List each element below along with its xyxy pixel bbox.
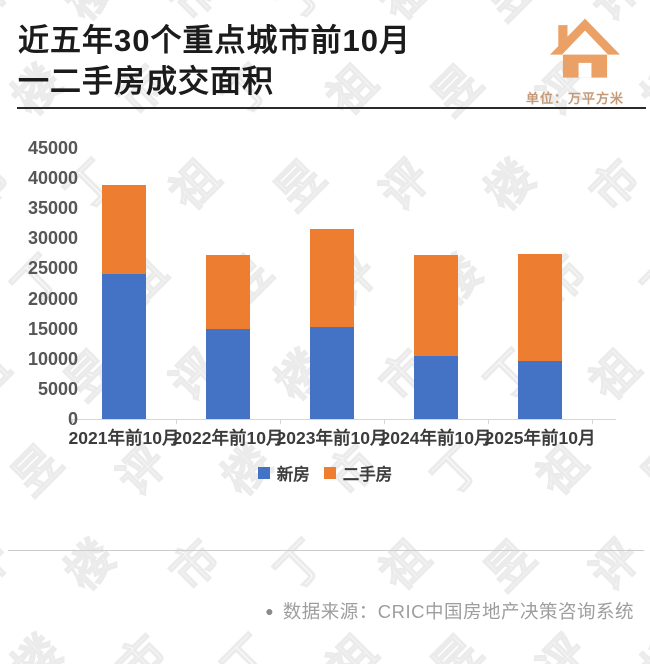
source-line: ● 数据来源：CRIC中国房地产决策咨询系统 — [265, 599, 634, 623]
bar-segment-二手房 — [310, 228, 354, 328]
bar-segment-新房 — [102, 274, 146, 419]
bullet-icon: ● — [265, 603, 274, 619]
bar-segment-二手房 — [206, 255, 250, 329]
x-axis-category-label: 2025年前10月 — [484, 428, 596, 448]
legend-swatch-icon — [257, 467, 270, 479]
x-axis-category-label: 2024年前10月 — [380, 428, 492, 448]
x-axis-tick — [384, 420, 385, 424]
legend-item-二手房: 二手房 — [323, 461, 393, 485]
bar-segment-二手房 — [102, 184, 146, 275]
source-text: 数据来源：CRIC中国房地产决策咨询系统 — [282, 601, 634, 622]
x-axis-category-label: 2021年前10月 — [68, 428, 180, 448]
house-icon — [550, 18, 620, 78]
y-axis-tick-label: 45000 — [27, 138, 78, 158]
x-axis-category-label: 2022年前10月 — [172, 428, 284, 448]
legend-item-新房: 新房 — [257, 461, 310, 485]
header-divider — [17, 107, 646, 109]
bar-segment-新房 — [206, 328, 250, 419]
legend-swatch-icon — [323, 467, 336, 479]
unit-label: 单位：万平方米 — [525, 91, 624, 106]
footer-divider — [8, 550, 644, 551]
y-axis-tick-label: 0 — [67, 409, 78, 429]
x-axis-tick — [488, 420, 489, 424]
chart-title-line1: 近五年30个重点城市前10月 — [18, 23, 411, 58]
y-axis-tick-label: 20000 — [27, 288, 78, 309]
x-axis-tick — [72, 420, 73, 424]
y-axis-tick-label: 40000 — [27, 168, 78, 189]
bar-segment-新房 — [518, 360, 562, 419]
bar-segment-新房 — [310, 327, 354, 419]
x-axis-tick — [280, 420, 281, 424]
chart-legend: 新房 二手房 — [0, 461, 650, 485]
x-axis-tick — [592, 420, 593, 424]
y-axis-tick-label: 15000 — [27, 318, 78, 339]
x-axis-category-label: 2023年前10月 — [276, 428, 388, 448]
y-axis-tick-label: 30000 — [27, 228, 78, 249]
y-axis-tick-label: 25000 — [27, 258, 78, 279]
x-axis-tick — [176, 420, 177, 424]
bar-segment-二手房 — [414, 254, 458, 357]
header: 近五年30个重点城市前10月 一二手房成交面积 单位：万平方米 — [18, 18, 634, 106]
y-axis-tick-label: 5000 — [37, 378, 78, 399]
chart-title-line2: 一二手房成交面积 — [18, 64, 274, 99]
y-axis-tick-label: 35000 — [27, 198, 78, 219]
legend-label: 新房 — [276, 466, 310, 484]
legend-label: 二手房 — [342, 466, 393, 484]
bar-segment-二手房 — [518, 253, 562, 361]
y-axis-tick-label: 10000 — [27, 348, 78, 369]
x-axis-line — [70, 419, 616, 420]
bar-segment-新房 — [414, 356, 458, 419]
